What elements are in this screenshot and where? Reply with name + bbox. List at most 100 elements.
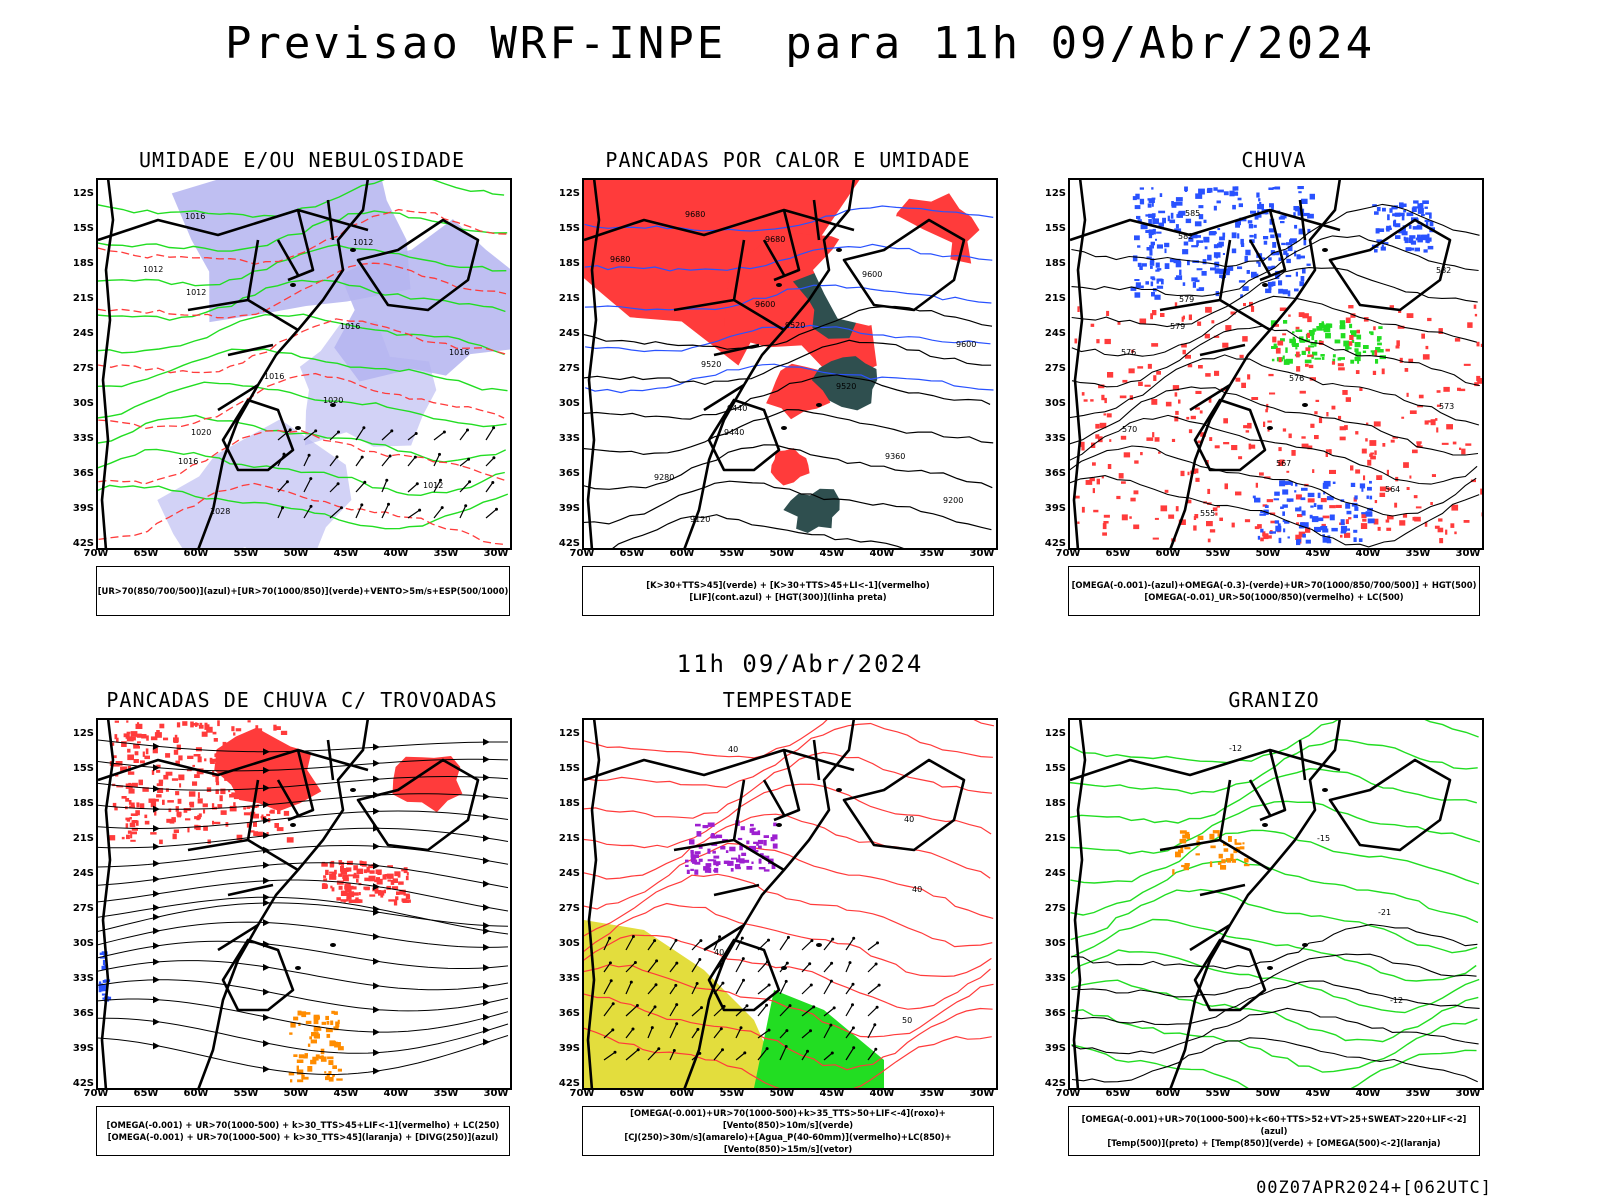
longitude-tick: 50W [769, 1088, 795, 1099]
latitude-tick: 39S [558, 1043, 580, 1054]
longitude-tick: 50W [1255, 1088, 1281, 1099]
longitude-tick: 45W [819, 548, 845, 559]
contour-label: 1016 [185, 212, 205, 221]
latitude-tick: 42S [1044, 538, 1066, 549]
omega-blue-area [1252, 480, 1375, 546]
map-area: 585 582 582 579 579 576 576 573 570 567 564 555 [1068, 178, 1484, 550]
longitude-tick: 40W [1355, 548, 1381, 559]
contour-label: 9600 [755, 300, 775, 309]
latitude-tick: 36S [558, 1008, 580, 1019]
longitude-tick: 60W [669, 1088, 695, 1099]
contour-label: -15 [1317, 834, 1330, 843]
hgt500-contours [1070, 203, 1480, 548]
legend-box: [OMEGA(-0.001)+UR>70(1000-500)+k>35_TTS>… [582, 1106, 994, 1156]
map-figure [98, 720, 509, 1088]
longitude-tick: 70W [1055, 548, 1081, 559]
clear-area [813, 214, 953, 326]
longitude-tick: 30W [483, 548, 509, 559]
contour-label: 9360 [885, 452, 905, 461]
latitude-tick: 27S [1044, 903, 1066, 914]
latitude-tick: 15S [72, 223, 94, 234]
panel-title: UMIDADE E/OU NEBULOSIDADE [138, 148, 466, 172]
coastline-boundaries [1070, 720, 1452, 1088]
map-area: 40 40 40 40 50 [582, 718, 998, 1090]
legend-line: [LIF](cont.azul) + [HGT(300)](linha pret… [689, 592, 887, 602]
contour-label: 9520 [836, 382, 856, 391]
panel-title: TEMPESTADE [722, 688, 854, 712]
contour-label: 9280 [654, 473, 674, 482]
latitude-tick: 33S [72, 973, 94, 984]
latitude-tick: 33S [558, 973, 580, 984]
longitude-tick: 70W [83, 548, 109, 559]
omega-orange-area [1172, 830, 1250, 875]
longitude-tick: 40W [383, 548, 409, 559]
longitude-tick: 60W [1155, 1088, 1181, 1099]
latitude-tick: 36S [72, 468, 94, 479]
pw-red-contours [584, 720, 995, 1088]
latitude-tick: 21S [1044, 293, 1066, 304]
wind-vectors [277, 426, 498, 519]
map-figure: 9680 9680 9680 9600 9600 9520 9600 9520 9520 9440… [584, 180, 994, 548]
latitude-tick: 24S [558, 328, 580, 339]
map-figure: 40 40 40 40 50 [584, 720, 995, 1088]
map-panel: GRANIZO -12 -15 -21 -12 12S 15S 18S 21S 24S 27S 30S… [998, 688, 1550, 1158]
contour-label: 573 [1439, 402, 1454, 411]
wind850-green-area [754, 990, 884, 1088]
latitude-tick: 12S [72, 728, 94, 739]
coastline-boundaries [98, 180, 480, 548]
temp850-contours [1070, 720, 1481, 1088]
latitude-tick: 30S [72, 398, 94, 409]
panel-title: PANCADAS DE CHUVA C/ TROVOADAS [106, 688, 498, 712]
latitude-tick: 27S [1044, 363, 1066, 374]
contour-label: 1020 [191, 428, 211, 437]
latitude-tick: 39S [558, 503, 580, 514]
longitude-tick: 60W [669, 548, 695, 559]
map-panel: TEMPESTADE 40 40 40 40 50 12S 15S 18S 21S 24S 27S 30… [512, 688, 1064, 1158]
latitude-tick: 15S [558, 763, 580, 774]
longitude-tick: 35W [433, 548, 459, 559]
contour-label: 576 [1289, 374, 1304, 383]
contour-label: 570 [1122, 425, 1137, 434]
longitude-tick: 40W [1355, 1088, 1381, 1099]
latitude-tick: 30S [558, 398, 580, 409]
latitude-tick: 39S [1044, 503, 1066, 514]
contour-labels: -12 -15 -21 -12 [1229, 744, 1403, 1005]
humidity-low-contours [98, 180, 509, 530]
contour-label: 1020 [323, 396, 343, 405]
contour-label: 1012 [423, 481, 443, 490]
longitude-tick: 40W [383, 1088, 409, 1099]
legend-line: [OMEGA(-0.01)_UR>50(1000/850)(vermelho) … [1144, 592, 1404, 602]
longitude-tick: 55W [233, 1088, 259, 1099]
legend-line: [Temp(500)](preto) + [Temp(850)](verde) … [1107, 1138, 1441, 1148]
contour-label: 1016 [449, 348, 469, 357]
longitude-tick: 30W [1455, 1088, 1481, 1099]
latitude-tick: 39S [72, 503, 94, 514]
latitude-tick: 30S [72, 938, 94, 949]
contour-label: 582 [1178, 232, 1193, 241]
longitude-tick: 50W [283, 1088, 309, 1099]
latitude-tick: 36S [1044, 1008, 1066, 1019]
longitude-tick: 40W [869, 548, 895, 559]
contour-label: 582 [1436, 266, 1451, 275]
latitude-tick: 12S [558, 728, 580, 739]
latitude-tick: 21S [72, 293, 94, 304]
legend-box: [OMEGA(-0.001)+UR>70(1000-500)+k<60+TTS>… [1068, 1106, 1480, 1156]
omega-green-area [1270, 320, 1386, 365]
contour-label: 40 [904, 815, 914, 824]
contour-label: 9520 [785, 321, 805, 330]
contour-labels: 585 582 582 579 579 576 576 573 570 567 564 555 [1121, 209, 1454, 518]
contour-label: 9600 [862, 270, 882, 279]
longitude-tick: 40W [869, 1088, 895, 1099]
coastline-boundaries [1070, 180, 1452, 548]
legend-line: [OMEGA(-0.001)-(azul)+OMEGA(-0.3)-(verde… [1071, 580, 1477, 590]
mid-title: 11h 09/Abr/2024 [676, 650, 924, 678]
panel-title: GRANIZO [1228, 688, 1320, 712]
latitude-tick: 42S [1044, 1078, 1066, 1089]
longitude-tick: 45W [333, 548, 359, 559]
contour-label: 1028 [210, 507, 230, 516]
longitude-tick: 55W [1205, 548, 1231, 559]
latitude-tick: 30S [558, 938, 580, 949]
legend-line: [OMEGA(-0.001)+UR>70(1000-500)+k>35_TTS>… [630, 1108, 946, 1130]
longitude-tick: 45W [333, 1088, 359, 1099]
longitude-tick: 45W [1305, 1088, 1331, 1099]
